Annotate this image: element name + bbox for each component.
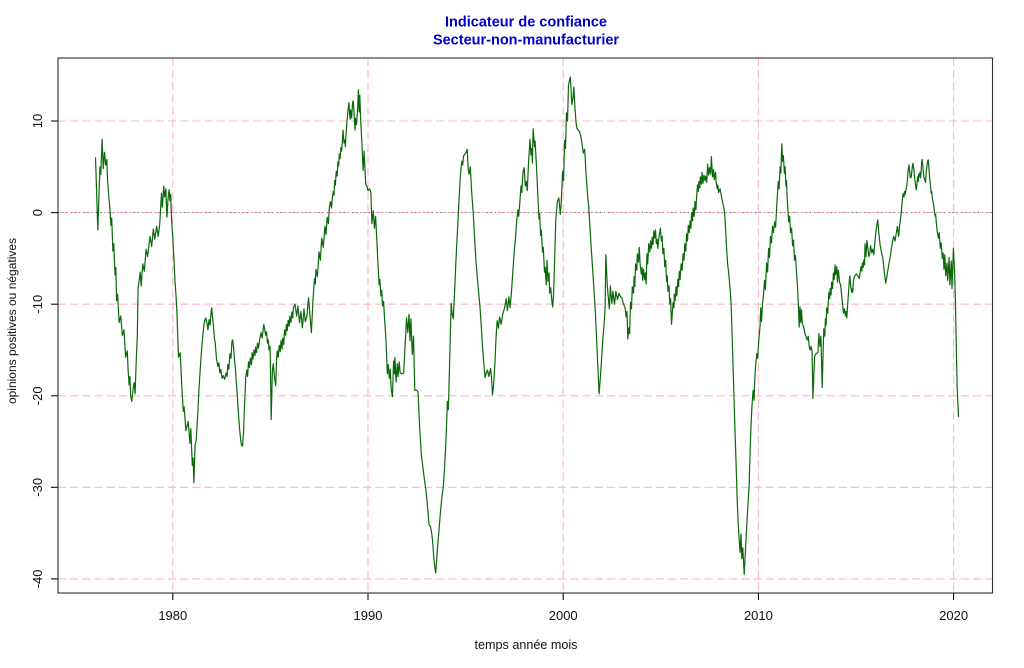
svg-text:2010: 2010 <box>744 608 773 623</box>
svg-text:-40: -40 <box>30 570 45 589</box>
svg-text:0: 0 <box>30 209 45 216</box>
svg-text:opinions positives ou négative: opinions positives ou négatives <box>5 238 19 404</box>
svg-text:Secteur-non-manufacturier: Secteur-non-manufacturier <box>433 33 619 49</box>
svg-text:1990: 1990 <box>354 608 383 623</box>
svg-text:-20: -20 <box>30 386 45 405</box>
svg-text:-30: -30 <box>30 478 45 497</box>
svg-text:2000: 2000 <box>549 608 578 623</box>
svg-text:-10: -10 <box>30 295 45 314</box>
svg-text:2020: 2020 <box>939 608 968 623</box>
svg-text:10: 10 <box>30 114 45 128</box>
svg-text:temps année mois: temps année mois <box>475 638 578 652</box>
svg-text:Indicateur de confiance: Indicateur de confiance <box>445 15 607 31</box>
svg-text:1980: 1980 <box>158 608 187 623</box>
